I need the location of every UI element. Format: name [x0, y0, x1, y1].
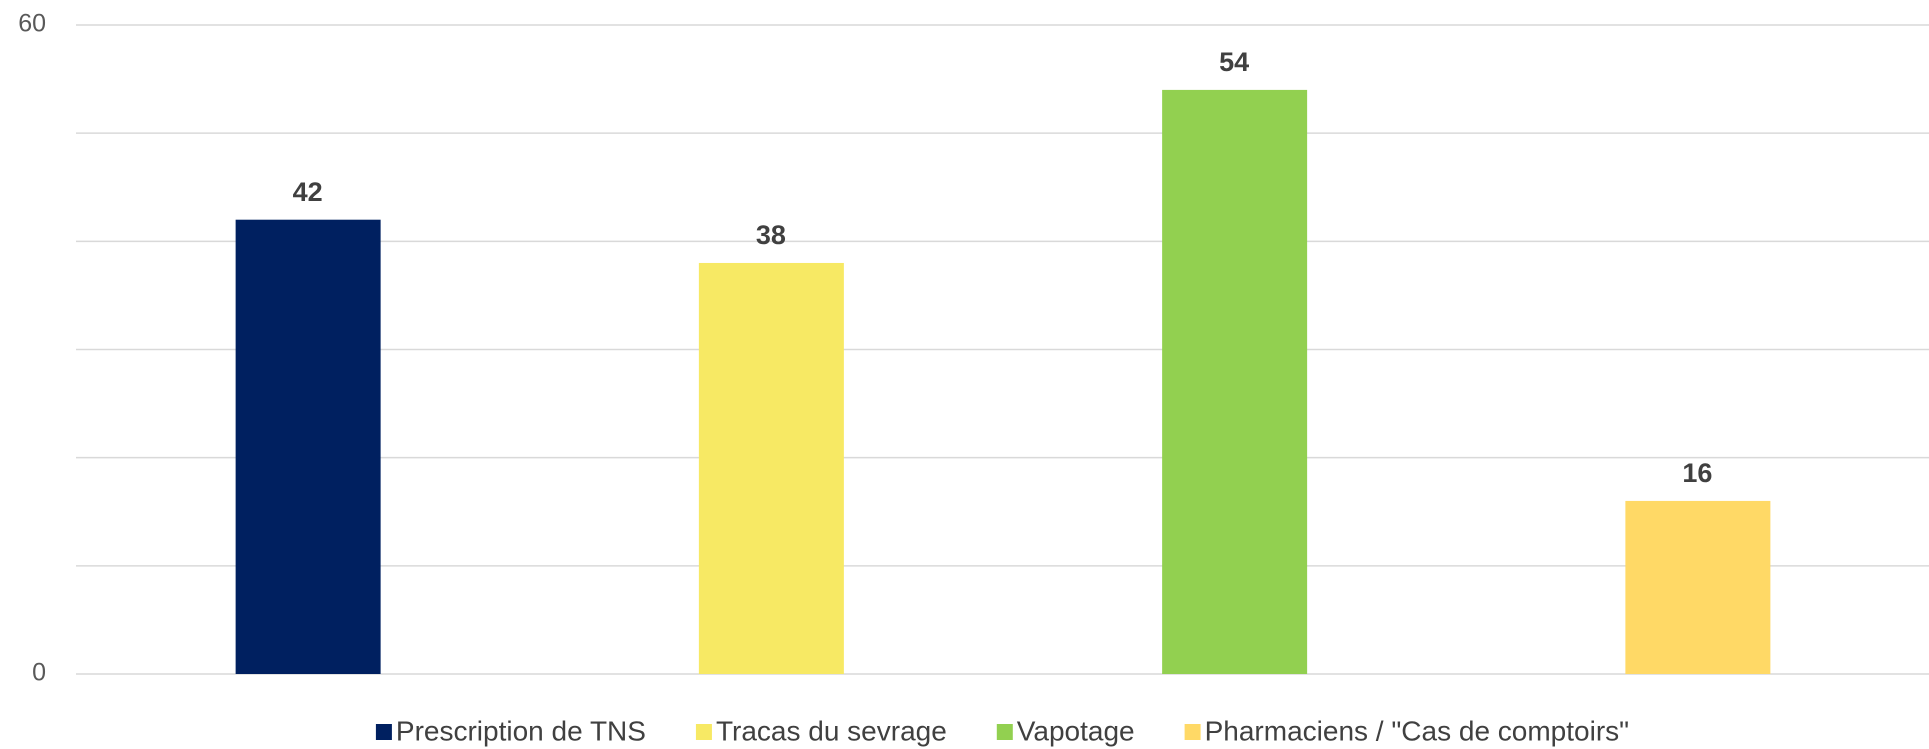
legend-label: Tracas du sevrage [716, 715, 947, 746]
legend-swatch [375, 724, 392, 740]
legend-label: Prescription de TNS [396, 715, 646, 746]
legend-swatch [996, 724, 1013, 740]
data-label: 16 [1682, 458, 1712, 488]
bar [1625, 500, 1771, 674]
bar [235, 219, 381, 674]
bar [1162, 89, 1308, 674]
legend-swatch [1184, 724, 1201, 740]
data-label: 42 [293, 177, 323, 207]
y-tick-label: 0 [32, 659, 46, 687]
legend-label: Vapotage [1017, 715, 1135, 746]
data-label: 54 [1219, 47, 1249, 77]
bar [698, 262, 844, 674]
y-tick-label: 60 [18, 10, 46, 38]
legend-swatch [695, 724, 712, 740]
legend-label: Pharmaciens / "Cas de comptoirs" [1205, 715, 1629, 746]
data-label: 38 [756, 220, 786, 250]
